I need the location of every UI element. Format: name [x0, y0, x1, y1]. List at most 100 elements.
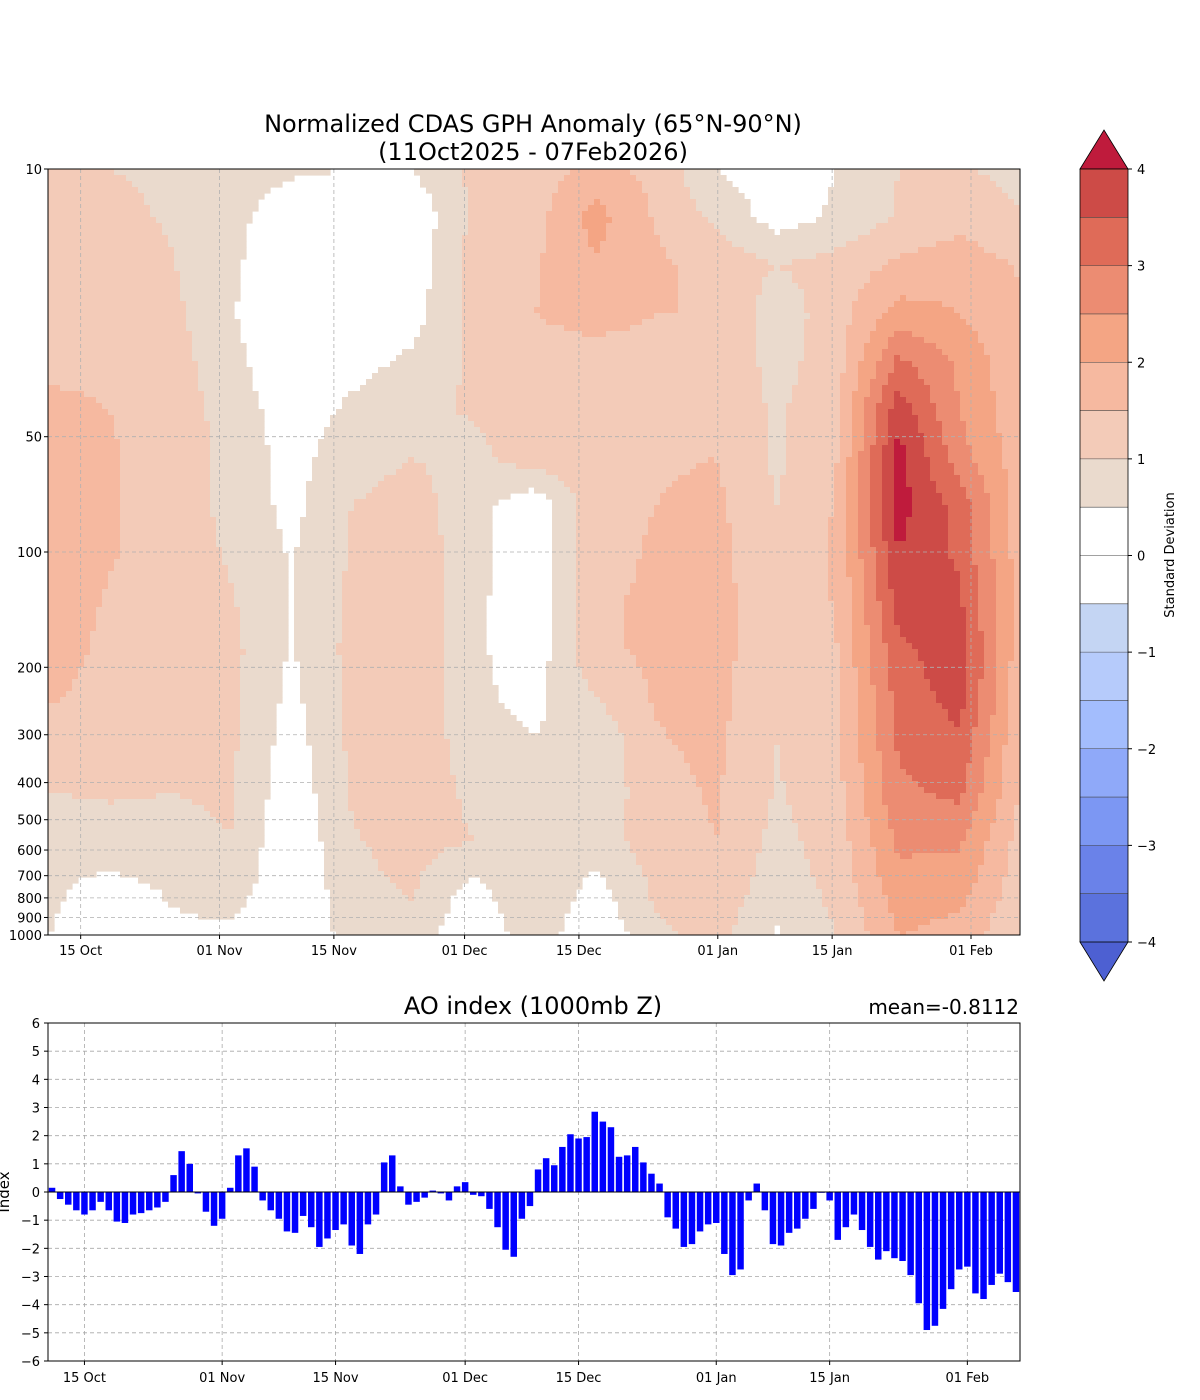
heatmap-cell: [852, 589, 865, 596]
heatmap-cell: [834, 475, 847, 482]
heatmap-cell: [318, 451, 493, 458]
heatmap-cell: [768, 451, 787, 458]
heatmap-cell: [576, 535, 643, 542]
ao-bar: [510, 1192, 517, 1257]
heatmap-cell: [312, 769, 349, 776]
heatmap-cell: [576, 553, 643, 560]
heatmap-cell: [828, 913, 865, 920]
heatmap-cell: [1008, 697, 1020, 704]
heatmap-cell: [60, 385, 199, 392]
heatmap-cell: [1014, 559, 1020, 566]
heatmap-cell: [882, 463, 895, 470]
heatmap-cell: [48, 619, 97, 626]
heatmap-cell: [618, 901, 655, 908]
ao-bar: [745, 1192, 752, 1201]
heatmap-cell: [306, 511, 349, 518]
heatmap-cell: [840, 727, 859, 734]
heatmap-cell: [114, 565, 229, 572]
heatmap-cell: [984, 787, 1003, 794]
heatmap-cell: [972, 751, 991, 758]
heatmap-cell: [756, 865, 811, 872]
heatmap-cell: [300, 541, 349, 548]
heatmap-cell: [342, 727, 445, 734]
heatmap-cell: [876, 547, 889, 554]
heatmap-cell: [294, 583, 343, 590]
ao-bar: [688, 1192, 696, 1245]
heatmap-cell: [624, 925, 673, 932]
heatmap-cell: [918, 655, 967, 662]
heatmap-cell: [990, 721, 1009, 728]
heatmap-cell: [312, 745, 343, 752]
heatmap-cell: [48, 589, 103, 596]
heatmap-cell: [456, 403, 769, 410]
heatmap-cell: [438, 505, 493, 512]
heatmap-cell: [720, 817, 769, 824]
heatmap-cell: [696, 463, 721, 470]
heatmap-cell: [852, 877, 883, 884]
heatmap-cell: [654, 907, 739, 914]
heatmap-cell: [828, 529, 847, 536]
ao-gridlines: [48, 1023, 1020, 1361]
heatmap-cell: [714, 223, 769, 230]
heatmap-cell: [342, 703, 445, 710]
heatmap-cell: [960, 595, 979, 602]
heatmap-cell: [66, 691, 241, 698]
heatmap-cell: [852, 871, 877, 878]
heatmap-cell: [798, 283, 865, 290]
heatmap-cell: [48, 823, 223, 830]
ao-bar: [785, 1192, 793, 1233]
heatmap-cell: [564, 481, 673, 488]
heatmap-cell: [48, 571, 109, 578]
heatmap-cell: [894, 211, 1020, 218]
ao-y-tick-label: 1: [32, 1158, 40, 1173]
heatmap-cell: [576, 499, 661, 506]
heatmap-cell: [870, 835, 895, 842]
heatmap-cell: [966, 637, 985, 644]
heatmap-cell: [462, 811, 625, 818]
heatmap-cell: [972, 811, 997, 818]
heatmap-cell: [834, 511, 847, 518]
heatmap-y-tick-label: 200: [17, 661, 42, 676]
heatmap-cell: [846, 367, 859, 374]
heatmap-cell: [888, 577, 961, 584]
heatmap-cell: [438, 517, 493, 524]
heatmap-cell: [732, 667, 841, 674]
heatmap-cell: [978, 865, 1009, 872]
ao-bar: [972, 1192, 979, 1294]
heatmap-cell: [636, 565, 733, 572]
heatmap-cell: [996, 637, 1015, 644]
heatmap-cell: [726, 517, 829, 524]
heatmap-cell: [342, 601, 445, 608]
heatmap-cell: [816, 883, 859, 890]
heatmap-cell: [48, 283, 181, 290]
heatmap-cell: [732, 565, 829, 572]
heatmap-cell: [870, 475, 883, 482]
heatmap-cell: [1002, 889, 1020, 896]
heatmap-cell: [486, 433, 769, 440]
heatmap-cell: [978, 877, 1003, 884]
heatmap-cell: [576, 619, 625, 626]
heatmap-cell: [960, 589, 979, 596]
heatmap-cell: [426, 307, 463, 314]
heatmap-cell: [294, 607, 343, 614]
heatmap-cell: [834, 487, 847, 494]
heatmap-cell: [330, 421, 475, 428]
heatmap-cell: [786, 451, 841, 458]
heatmap-cell: [840, 697, 859, 704]
heatmap-cell: [978, 715, 991, 722]
heatmap-cell: [750, 877, 817, 884]
heatmap-cell: [240, 643, 289, 650]
heatmap-cell: [846, 481, 859, 488]
heatmap-cell: [198, 361, 247, 368]
heatmap-cell: [768, 427, 787, 434]
heatmap-cell: [828, 553, 847, 560]
heatmap-cell: [1008, 553, 1020, 560]
heatmap-cell: [432, 259, 463, 266]
heatmap-cell: [630, 583, 739, 590]
heatmap-cell: [228, 577, 289, 584]
heatmap-cell: [588, 685, 649, 692]
heatmap-cell: [882, 775, 913, 782]
ao-bar: [89, 1192, 96, 1211]
heatmap-cell: [354, 499, 439, 506]
heatmap-cell: [870, 655, 889, 662]
